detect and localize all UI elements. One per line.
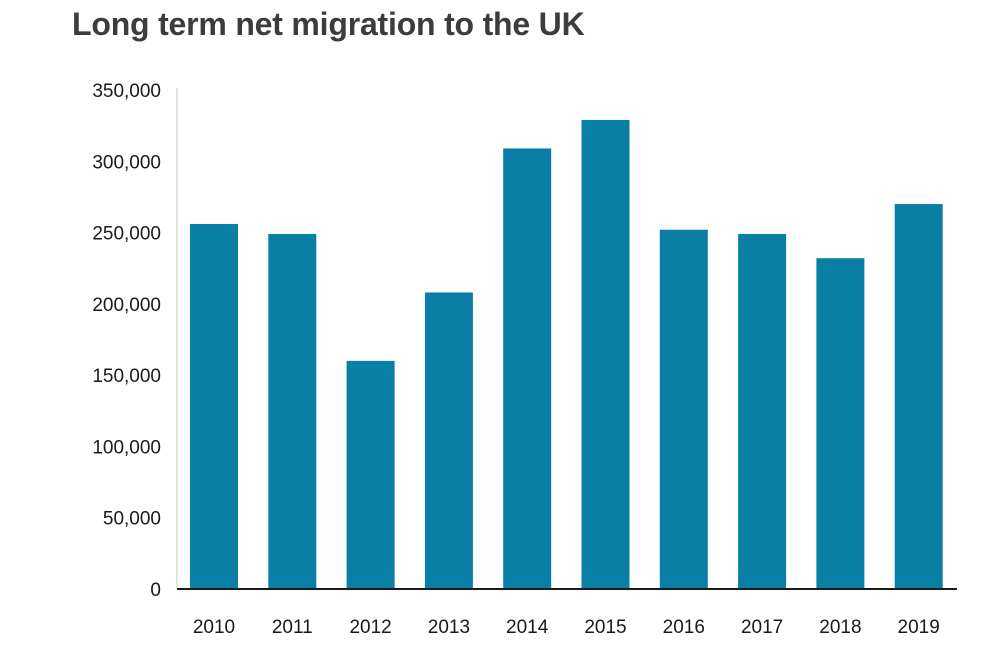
- y-tick-label: 0: [150, 580, 161, 601]
- chart-title: Long term net migration to the UK: [72, 6, 585, 42]
- bar-2015: [581, 119, 630, 589]
- y-tick-label: 350,000: [92, 81, 161, 102]
- x-tick-label: 2016: [663, 617, 705, 638]
- bar-2018: [816, 258, 865, 589]
- bar-2016: [659, 229, 708, 589]
- y-tick-label: 50,000: [103, 509, 161, 530]
- x-tick-label: 2019: [898, 617, 940, 638]
- bar-2010: [190, 224, 238, 589]
- y-tick-label: 300,000: [92, 152, 161, 173]
- bar-2019: [894, 204, 943, 590]
- y-tick-label: 200,000: [92, 295, 161, 316]
- x-tick-label: 2017: [741, 617, 783, 638]
- bar-2017: [738, 233, 787, 590]
- x-tick-label: 2011: [272, 617, 313, 638]
- y-tick-label: 250,000: [92, 224, 161, 245]
- x-tick-label: 2015: [584, 617, 626, 638]
- y-axis-ticks: 0 50,000 100,000 150,000 200,000 250,000 300,0…: [92, 81, 161, 601]
- y-tick-label: 100,000: [92, 437, 161, 458]
- x-axis-ticks: 2010 2011 2012 2013 2014 2015 2016 2017 2018 2019: [193, 617, 940, 638]
- bar-2012: [346, 360, 395, 589]
- bar-2014: [503, 148, 552, 589]
- x-tick-label: 2014: [506, 617, 549, 638]
- bar-2011: [268, 233, 317, 590]
- x-tick-label: 2013: [428, 617, 470, 638]
- x-tick-label: 2018: [819, 617, 861, 638]
- x-tick-label: 2012: [349, 617, 391, 638]
- x-tick-label: 2010: [193, 617, 235, 638]
- bar-2013: [424, 292, 473, 589]
- bars: [190, 119, 943, 590]
- y-tick-label: 150,000: [92, 366, 161, 387]
